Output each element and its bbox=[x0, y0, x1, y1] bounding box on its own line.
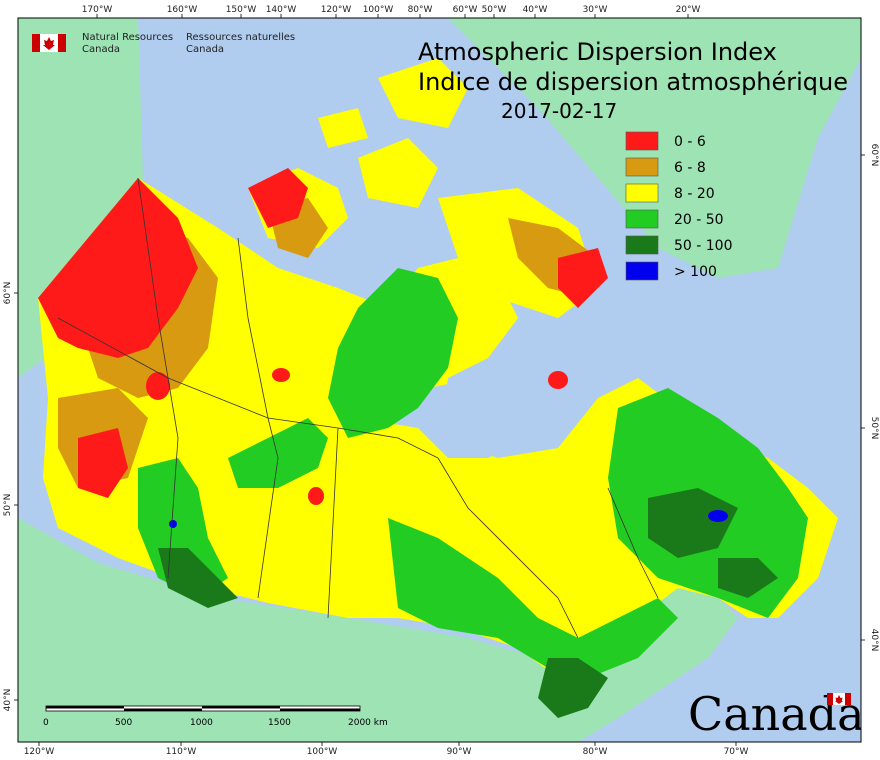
legend-swatch bbox=[625, 209, 659, 229]
axis-tick-label: 50°W bbox=[482, 5, 507, 15]
legend-swatch bbox=[625, 157, 659, 177]
scale-label-1500: 1500 bbox=[268, 718, 291, 728]
wordmark-flag-left bbox=[827, 693, 833, 705]
scale-label-2000: 2000 km bbox=[348, 718, 388, 728]
flag-bar-left bbox=[32, 34, 40, 52]
scale-seg-3 bbox=[202, 706, 280, 709]
axis-tick-label: 70°W bbox=[724, 747, 749, 757]
legend-swatch bbox=[625, 183, 659, 203]
axis-tick-label: 60°N bbox=[3, 282, 13, 305]
axis-tick-label: 40°N bbox=[3, 689, 13, 712]
legend-label: 50 - 100 bbox=[674, 238, 733, 254]
axis-tick-label: 30°W bbox=[583, 5, 608, 15]
title-fr: Indice de dispersion atmosphérique bbox=[418, 68, 848, 96]
axis-tick-label: 110°W bbox=[166, 747, 197, 757]
org-en-line2: Canada bbox=[82, 44, 120, 55]
bottom-ticks: 120°W 110°W 100°W 90°W 80°W 70°W bbox=[24, 742, 749, 757]
org-en-line1: Natural Resources bbox=[82, 32, 173, 43]
axis-tick-label: 60°W bbox=[453, 5, 478, 15]
blue-quebec-spot bbox=[708, 510, 728, 522]
map-date: 2017-02-17 bbox=[501, 99, 617, 123]
axis-tick-label: 100°W bbox=[307, 747, 338, 757]
org-fr-line2: Canada bbox=[186, 44, 224, 55]
scale-seg-2 bbox=[124, 708, 202, 711]
blue-bc-spot bbox=[169, 520, 177, 528]
canada-wordmark: Canada bbox=[688, 687, 861, 741]
scale-seg-4 bbox=[280, 708, 360, 711]
red-sask-spot bbox=[308, 487, 324, 505]
legend-label: > 100 bbox=[674, 264, 717, 280]
legend-swatch bbox=[625, 235, 659, 255]
title-en: Atmospheric Dispersion Index bbox=[418, 38, 777, 66]
axis-tick-label: 150°W bbox=[226, 5, 257, 15]
left-ticks: 60°N 50°N 40°N bbox=[3, 282, 18, 712]
axis-tick-label: 50°N bbox=[3, 494, 13, 517]
legend-swatch bbox=[625, 131, 659, 151]
right-ticks: 60°N 50°N 40°N bbox=[861, 144, 879, 652]
legend-label: 0 - 6 bbox=[674, 134, 706, 150]
axis-tick-label: 120°W bbox=[24, 747, 55, 757]
axis-tick-label: 80°W bbox=[408, 5, 433, 15]
axis-tick-label: 170°W bbox=[82, 5, 113, 15]
axis-tick-label: 100°W bbox=[363, 5, 394, 15]
axis-tick-label: 80°W bbox=[583, 747, 608, 757]
axis-tick-label: 40°N bbox=[869, 629, 879, 652]
red-quebec-spot bbox=[548, 371, 568, 389]
flag-bar-right bbox=[58, 34, 66, 52]
legend-label: 6 - 8 bbox=[674, 160, 706, 176]
axis-tick-label: 40°W bbox=[523, 5, 548, 15]
axis-tick-label: 20°W bbox=[676, 5, 701, 15]
scale-seg-1 bbox=[46, 706, 124, 709]
legend-swatch bbox=[625, 261, 659, 281]
legend-label: 20 - 50 bbox=[674, 212, 724, 228]
axis-tick-label: 160°W bbox=[167, 5, 198, 15]
axis-tick-label: 90°W bbox=[447, 747, 472, 757]
legend-label: 8 - 20 bbox=[674, 186, 715, 202]
top-ticks: 170°W 160°W 150°W 140°W 120°W 100°W 80°W 60°W 50… bbox=[82, 5, 701, 18]
axis-tick-label: 50°N bbox=[869, 417, 879, 440]
scale-label-0: 0 bbox=[43, 718, 49, 728]
red-nwt-spot bbox=[272, 368, 290, 382]
dispersion-map: Atmospheric Dispersion Index Indice de d… bbox=[18, 18, 861, 742]
red-bc-coast-spot bbox=[146, 372, 170, 400]
wordmark-flag-right bbox=[845, 693, 851, 705]
org-fr-line1: Ressources naturelles bbox=[186, 32, 295, 43]
axis-tick-label: 60°N bbox=[869, 144, 879, 167]
scale-label-1000: 1000 bbox=[190, 718, 213, 728]
axis-tick-label: 140°W bbox=[266, 5, 297, 15]
axis-tick-label: 120°W bbox=[321, 5, 352, 15]
scale-label-500: 500 bbox=[115, 718, 132, 728]
